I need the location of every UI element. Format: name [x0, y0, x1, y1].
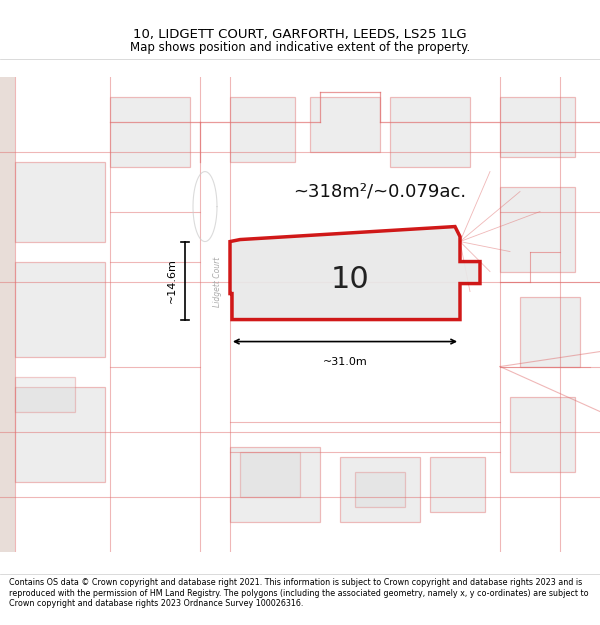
Bar: [310, 96, 380, 151]
Bar: [340, 456, 420, 521]
Bar: [15, 161, 105, 241]
Bar: [230, 446, 320, 521]
Bar: [520, 296, 580, 366]
Text: Contains OS data © Crown copyright and database right 2021. This information is : Contains OS data © Crown copyright and d…: [9, 578, 589, 608]
Bar: [230, 96, 295, 161]
Text: ~318m²/~0.079ac.: ~318m²/~0.079ac.: [293, 182, 467, 201]
Text: ~14.6m: ~14.6m: [167, 258, 177, 303]
Bar: [430, 456, 485, 511]
Bar: [15, 376, 75, 411]
Bar: [15, 261, 105, 356]
Bar: [240, 451, 300, 496]
Bar: [110, 96, 190, 166]
Text: 10, LIDGETT COURT, GARFORTH, LEEDS, LS25 1LG: 10, LIDGETT COURT, GARFORTH, LEEDS, LS25…: [133, 28, 467, 41]
Bar: [510, 396, 575, 471]
Bar: [0, 76, 15, 551]
Text: 10: 10: [331, 265, 370, 294]
Bar: [500, 186, 575, 271]
Text: ~31.0m: ~31.0m: [323, 356, 367, 366]
Polygon shape: [230, 226, 480, 319]
Text: Lidgett Court: Lidgett Court: [214, 256, 223, 307]
Bar: [500, 96, 575, 156]
Text: Map shows position and indicative extent of the property.: Map shows position and indicative extent…: [130, 41, 470, 54]
Bar: [15, 386, 105, 481]
Bar: [390, 96, 470, 166]
Bar: [355, 471, 405, 506]
